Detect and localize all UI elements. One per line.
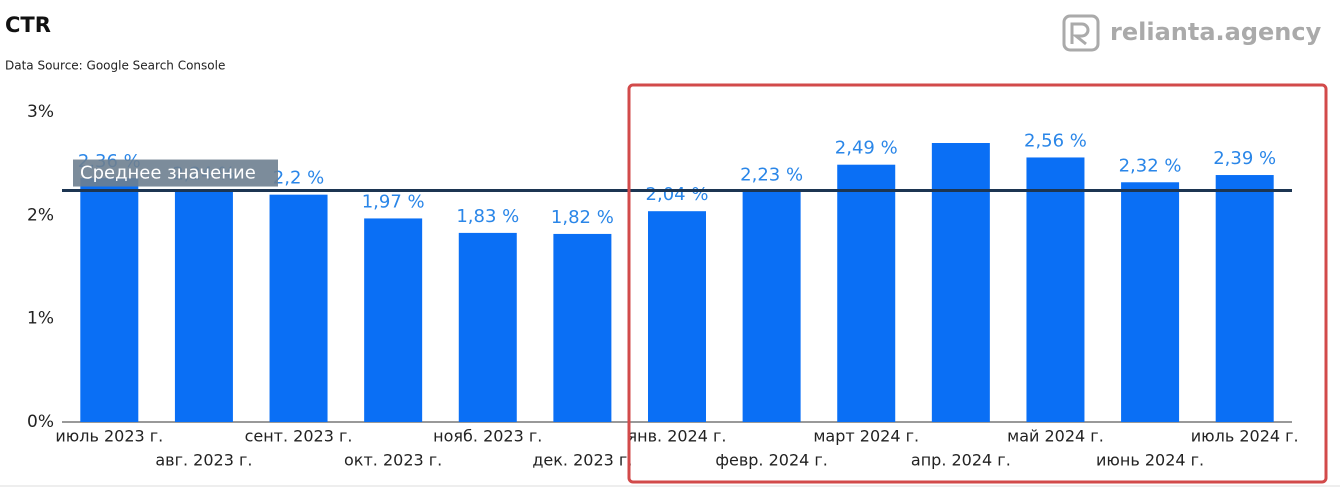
value-label: 1,83 % bbox=[456, 206, 519, 227]
bar bbox=[80, 178, 139, 422]
value-label: 2,23 % bbox=[740, 165, 803, 186]
value-label: 2,56 % bbox=[1024, 130, 1087, 151]
bar bbox=[1215, 175, 1274, 422]
average-label: Среднее значение bbox=[80, 163, 256, 184]
average-label-box bbox=[73, 159, 278, 187]
value-label: 1,97 % bbox=[362, 191, 425, 212]
x-tick-label: нояб. 2023 г. bbox=[433, 427, 542, 446]
x-tick-label: июль 2024 г. bbox=[1191, 427, 1299, 446]
x-tick-label: дек. 2023 г. bbox=[532, 451, 632, 470]
value-label: 2,32 % bbox=[1119, 155, 1182, 176]
bar bbox=[553, 233, 612, 422]
chart-title: CTR bbox=[5, 13, 51, 37]
value-label: 2,49 % bbox=[835, 138, 898, 159]
x-tick-label: май 2024 г. bbox=[1007, 427, 1104, 446]
value-label: 2,39 % bbox=[1213, 148, 1276, 169]
y-tick-label: 3% bbox=[27, 102, 54, 122]
bar bbox=[269, 194, 328, 422]
x-tick-label: сент. 2023 г. bbox=[245, 427, 353, 446]
logo-icon bbox=[1062, 14, 1100, 52]
bar bbox=[1026, 157, 1085, 422]
bar bbox=[648, 211, 706, 422]
x-tick-label: март 2024 г. bbox=[813, 427, 919, 446]
x-tick-label: июнь 2024 г. bbox=[1096, 451, 1204, 470]
logo-mark bbox=[1070, 22, 1090, 46]
brand-logo: relianta.agency bbox=[1062, 14, 1322, 52]
value-label: 1,82 % bbox=[551, 207, 614, 228]
x-tick-label: окт. 2023 г. bbox=[344, 451, 442, 470]
bar bbox=[174, 190, 233, 422]
bar bbox=[458, 232, 517, 422]
bar bbox=[931, 143, 990, 422]
x-tick-label: апр. 2024 г. bbox=[911, 451, 1011, 470]
x-tick-label: янв. 2024 г. bbox=[628, 427, 727, 446]
bar bbox=[364, 218, 423, 422]
y-tick-label: 2% bbox=[27, 205, 54, 225]
chart-subtitle: Data Source: Google Search Console bbox=[5, 59, 225, 73]
y-tick-label: 1% bbox=[27, 309, 54, 329]
highlight-frame bbox=[627, 83, 1328, 484]
logo-text: relianta.agency bbox=[1110, 18, 1322, 46]
bar bbox=[742, 191, 801, 422]
x-tick-label: июль 2023 г. bbox=[55, 427, 163, 446]
value-label: 2,04 % bbox=[646, 184, 709, 205]
bar bbox=[837, 164, 896, 422]
value-label: 2,2 % bbox=[273, 168, 324, 189]
x-tick-label: февр. 2024 г. bbox=[715, 451, 828, 470]
y-tick-label: 0% bbox=[27, 412, 54, 432]
bar bbox=[1121, 182, 1180, 422]
x-tick-label: авг. 2023 г. bbox=[155, 451, 252, 470]
